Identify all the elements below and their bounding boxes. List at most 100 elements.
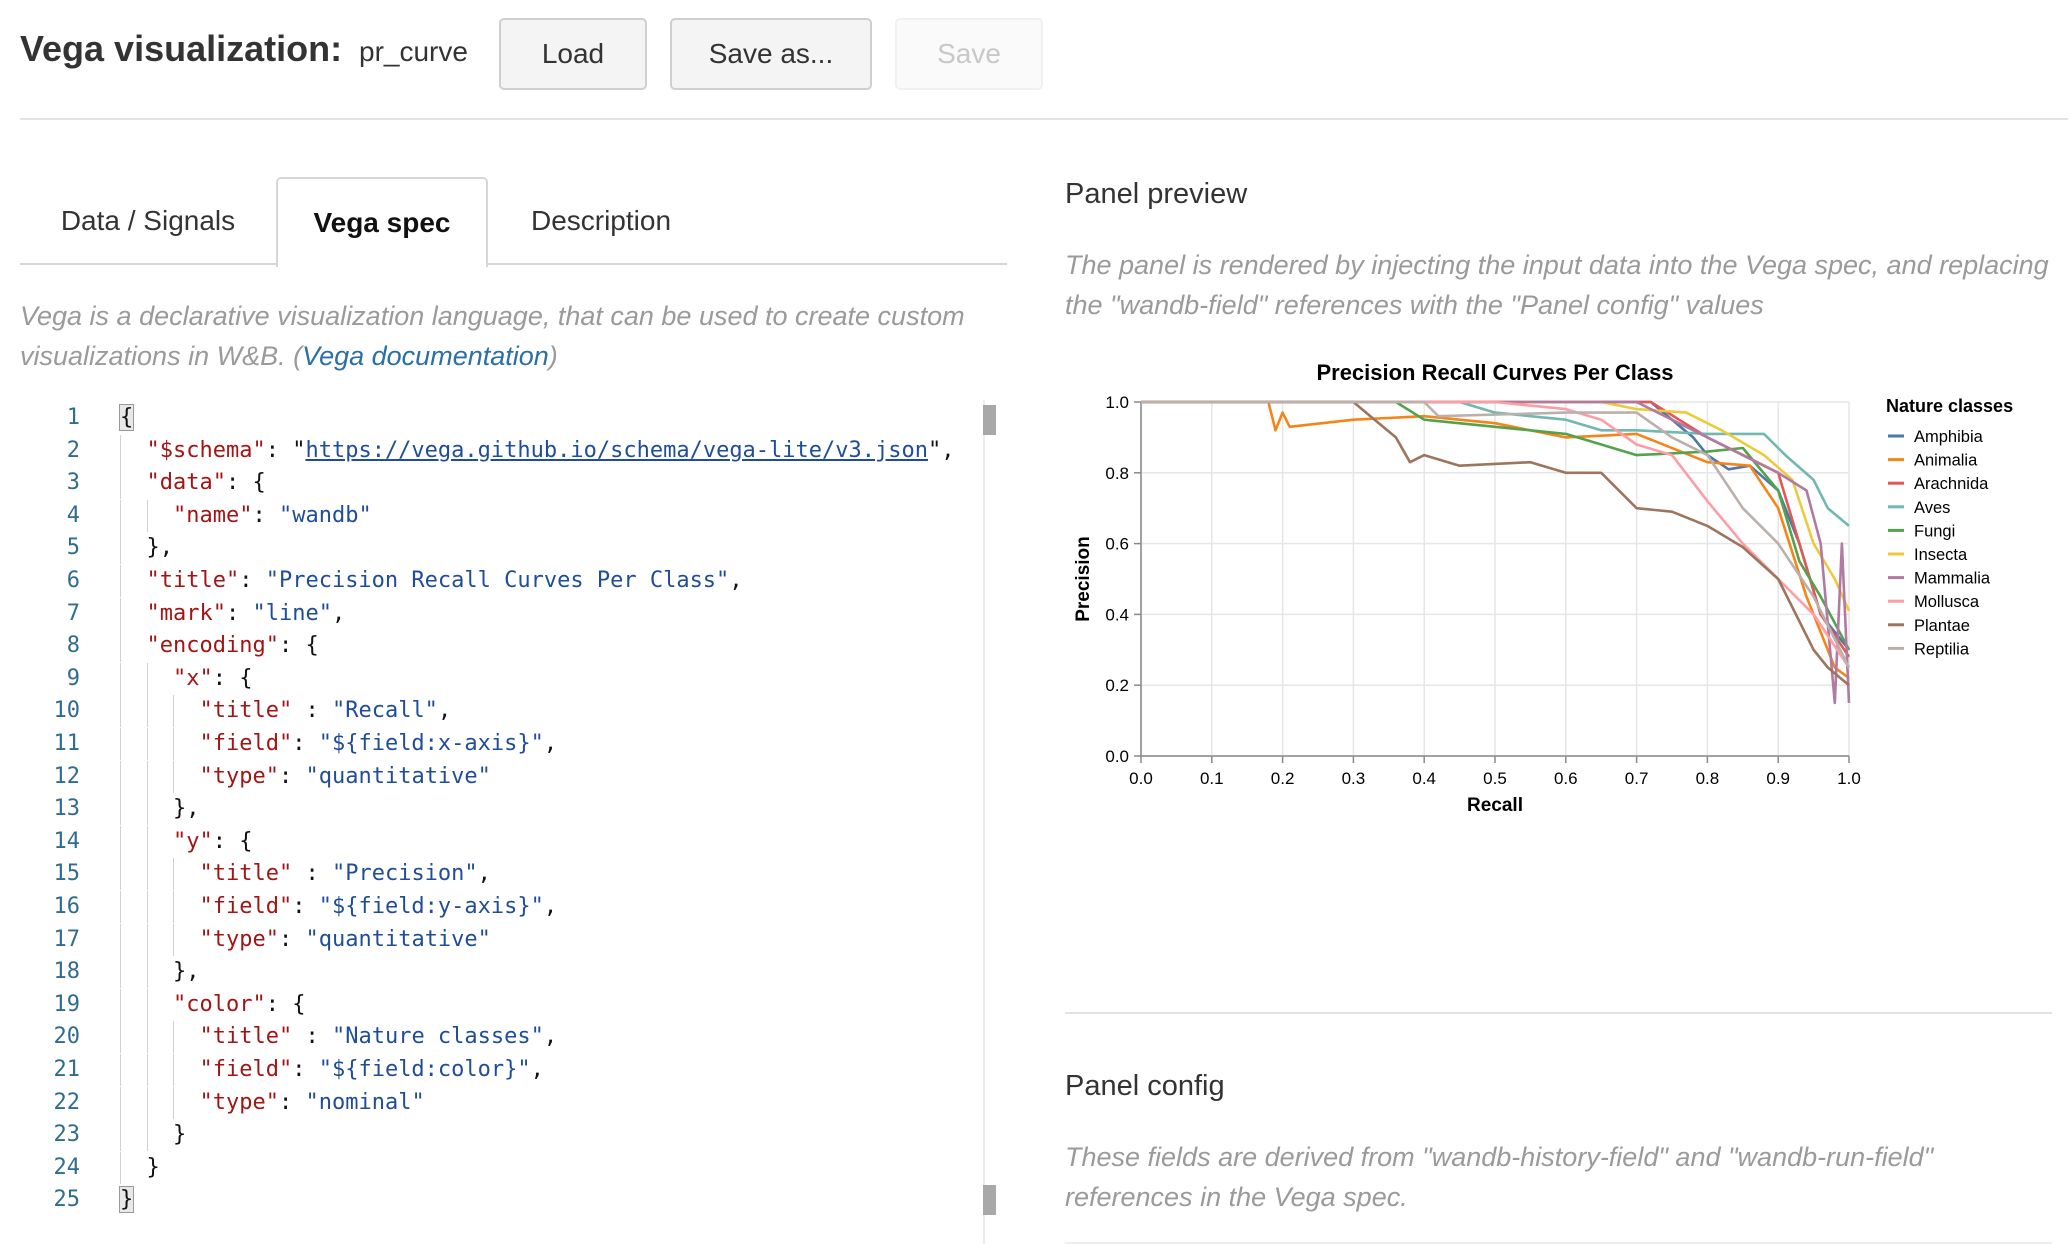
indent-guide [146, 956, 148, 989]
indent-guide [120, 1151, 121, 1184]
load-button[interactable]: Load [499, 18, 647, 90]
legend-item: Insecta [1914, 546, 1968, 564]
indent-guide [146, 793, 148, 826]
x-tick-label: 0.1 [1200, 769, 1224, 788]
json-key: "mark" [146, 600, 226, 626]
page-title: Vega visualization: [20, 28, 343, 69]
code-text: "type": "nominal" [200, 1087, 425, 1119]
json-punctuation: , [437, 698, 452, 724]
scrollbar-thumb-top[interactable] [983, 405, 996, 435]
code-text: "type": "quantitative" [200, 761, 491, 793]
code-text: "type": "quantitative" [200, 924, 491, 956]
json-punctuation: , [477, 861, 491, 887]
indent-guide [120, 434, 121, 467]
indent-guide [173, 1021, 174, 1054]
json-punctuation: : [292, 1024, 332, 1050]
series-line-reptilia [1141, 400, 1851, 669]
json-key: "field" [199, 731, 293, 756]
code-text: }, [173, 956, 200, 988]
json-key: "title" [146, 568, 240, 593]
json-key: "name" [173, 502, 253, 528]
json-punctuation: , [729, 568, 743, 593]
code-text: "$schema": "https://vega.github.io/schem… [147, 435, 955, 467]
indent-guide [120, 597, 121, 630]
code-text: { [118, 402, 135, 434]
code-editor[interactable]: 1 {2 "$schema": "https://vega.github.io/sc… [20, 400, 984, 1244]
indent-guide [120, 532, 121, 565]
scrollbar-thumb-bottom[interactable] [983, 1185, 996, 1215]
line-number: 10 [53, 698, 81, 724]
schema-link[interactable]: https://vega.github.io/schema/vega-lite/… [305, 437, 928, 463]
line-number: 1 [66, 405, 80, 430]
indent-guide [146, 1021, 148, 1054]
json-string: "${field:x-axis}" [318, 731, 544, 756]
indent-guide [120, 760, 121, 793]
indent-guide [173, 1086, 174, 1119]
legend-item: Fungi [1914, 522, 1955, 540]
legend-item: Amphibia [1914, 428, 1984, 446]
json-key: "title" [199, 861, 293, 887]
indent-guide [146, 695, 148, 728]
tabs-divider [20, 263, 1007, 265]
spec-name: pr_curve [359, 36, 468, 67]
line-number: 24 [53, 1154, 81, 1180]
json-punctuation: : [292, 1057, 319, 1082]
json-punctuation: : [292, 698, 332, 724]
indent-guide [120, 565, 121, 597]
json-key: "field" [199, 894, 293, 919]
y-tick-label: 0.4 [1105, 605, 1129, 624]
code-text: "data": { [147, 467, 266, 499]
legend-item: Reptilia [1914, 640, 1970, 658]
indent-guide [120, 1021, 121, 1054]
vega-documentation-link[interactable]: Vega documentation [302, 341, 549, 371]
panel-config-title: Panel config [1065, 1070, 1225, 1102]
panel-preview-description: The panel is rendered by injecting the i… [1065, 250, 2049, 320]
json-string: "line" [252, 600, 332, 626]
json-punctuation: : [292, 731, 319, 756]
line-number: 14 [53, 828, 81, 854]
tab-data-signals[interactable]: Data / Signals [60, 205, 236, 236]
y-tick-label: 0.8 [1105, 464, 1129, 483]
y-tick-label: 0.2 [1105, 676, 1129, 695]
x-tick-label: 0.2 [1271, 769, 1295, 788]
line-number: 11 [53, 731, 81, 756]
json-key: "type" [199, 1089, 279, 1115]
legend-item: Mammalia [1914, 570, 1991, 588]
json-punctuation: : [292, 894, 319, 919]
x-tick-label: 0.3 [1342, 769, 1366, 788]
bottom-divider [1065, 1242, 2052, 1244]
panel-config-description: These fields are derived from "wandb-his… [1065, 1142, 1934, 1212]
code-text: "color": { [173, 989, 305, 1021]
indent-guide [120, 1054, 121, 1086]
json-key: "type" [199, 926, 279, 952]
json-string: "quantitative" [305, 926, 491, 952]
code-text: } [173, 1119, 186, 1151]
line-number: 4 [66, 502, 80, 528]
json-punctuation: } [173, 1122, 187, 1148]
x-tick-label: 0.0 [1129, 769, 1153, 788]
y-tick-label: 1.0 [1105, 393, 1129, 412]
json-punctuation: }, [146, 535, 174, 561]
line-number: 21 [53, 1057, 81, 1082]
editor-scrollbar[interactable] [983, 400, 985, 1244]
indent-guide [120, 662, 121, 695]
save-button[interactable]: Save [895, 18, 1043, 90]
json-punctuation: } [118, 1186, 135, 1214]
line-number: 12 [53, 763, 81, 789]
series-line-aves [1141, 400, 1850, 527]
indent-guide [120, 695, 121, 728]
legend-title: Nature classes [1886, 396, 2013, 416]
json-punctuation: : { [212, 665, 253, 691]
indent-guide [120, 728, 121, 760]
series-line-plantae [1141, 400, 1850, 687]
save-as-button[interactable]: Save as... [670, 18, 872, 90]
json-key: "type" [199, 763, 279, 789]
tab-vega-spec[interactable]: Vega spec [276, 177, 488, 267]
indent-guide [173, 760, 174, 793]
vega-description-close: ) [548, 341, 558, 371]
panel-preview-title: Panel preview [1065, 178, 1248, 210]
indent-guide [146, 760, 148, 793]
indent-guide [146, 825, 148, 858]
indent-guide [173, 891, 174, 923]
tab-description[interactable]: Description [530, 205, 672, 236]
